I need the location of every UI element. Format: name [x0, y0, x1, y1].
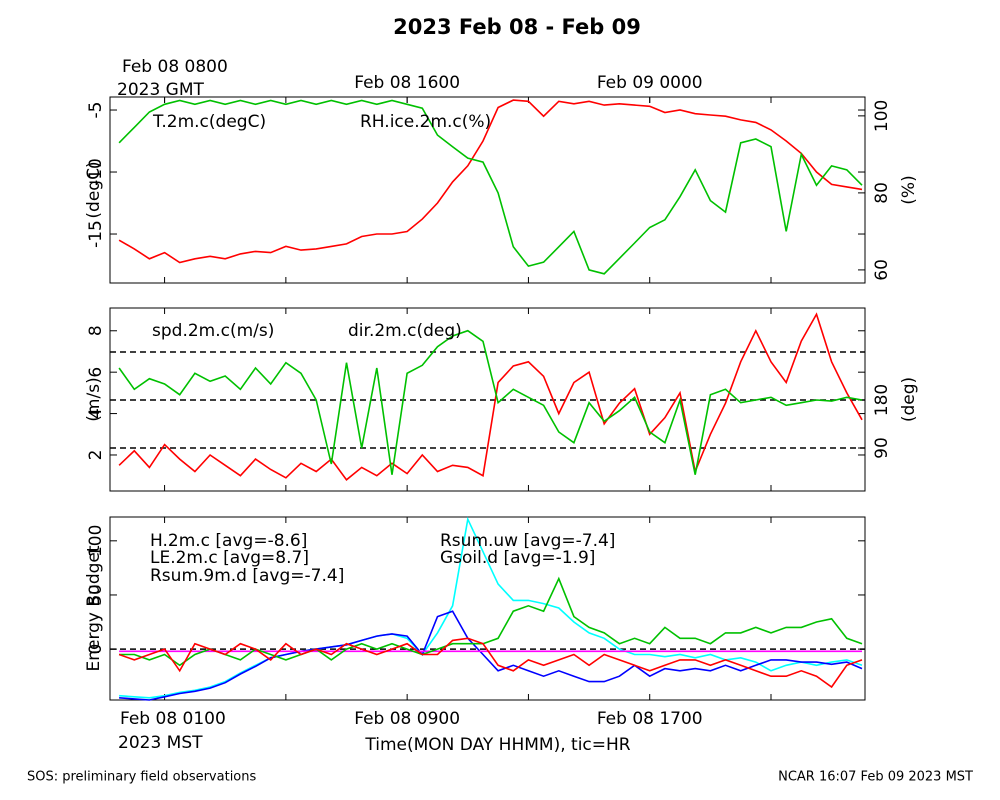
legend-entry: Gsoil.d [avg=-1.9]	[440, 548, 595, 568]
series-line	[119, 576, 863, 667]
y-tick-label: -10	[86, 158, 106, 186]
y2-tick-label: 100	[872, 100, 892, 132]
y-tick-label: 50	[86, 584, 106, 606]
x-tick-label: Feb 08 1700	[597, 709, 703, 729]
series-line	[119, 610, 863, 701]
x-tick-label: Feb 08 0900	[354, 709, 460, 729]
y2-tick-label: 60	[872, 259, 892, 281]
legend-entry: H.2m.c [avg=-8.6]	[150, 531, 307, 551]
x-axis-label: Time(MON DAY HHMM), tic=HR	[364, 735, 630, 755]
x2-tick-label: Feb 08 1600	[354, 73, 460, 93]
y-tick-label: 2	[86, 450, 106, 461]
legend-entry: RH.ice.2m.c(%)	[360, 112, 491, 132]
plot-frame	[109, 96, 866, 284]
y-tick-label: -5	[86, 102, 106, 119]
x2-note: 2023 GMT	[117, 80, 205, 100]
series-line	[118, 329, 863, 475]
series-line	[119, 516, 863, 699]
chart-title: 2023 Feb 08 - Feb 09	[393, 15, 641, 39]
x2-tick-label: Feb 08 0800	[122, 57, 228, 77]
y2-tick-label: 180	[872, 384, 892, 416]
y-tick-label: 0	[86, 644, 106, 655]
legend-entry: T.2m.c(degC)	[152, 112, 266, 132]
footer-left: SOS: preliminary field observations	[27, 770, 256, 785]
y-tick-label: 6	[86, 367, 106, 378]
y-tick-label: 4	[86, 408, 106, 419]
series-line	[118, 99, 863, 264]
y-tick-label: -15	[86, 220, 106, 248]
legend-entry: dir.2m.c(deg)	[348, 321, 462, 341]
x-tick-label: Feb 08 0100	[120, 709, 226, 729]
y2-axis-label: (deg)	[899, 377, 919, 422]
y2-axis-label: (%)	[899, 175, 919, 204]
legend-entry: Rsum.uw [avg=-7.4]	[440, 531, 615, 551]
x2-tick-label: Feb 09 0000	[597, 73, 703, 93]
y-axis-label: (m/s)	[84, 377, 104, 421]
y-tick-label: 100	[86, 525, 106, 557]
legend-entry: LE.2m.c [avg=8.7]	[150, 548, 309, 568]
y2-tick-label: 80	[872, 182, 892, 204]
footer-right: NCAR 16:07 Feb 09 2023 MST	[778, 770, 973, 785]
y-tick-label: 8	[86, 325, 106, 336]
y-axis-label: (degC)	[84, 161, 104, 218]
y2-tick-label: 90	[872, 437, 892, 459]
series-line	[118, 312, 863, 481]
series-line	[118, 637, 863, 689]
legend-entry: Rsum.9m.d [avg=-7.4]	[150, 566, 344, 586]
x-note: 2023 MST	[118, 733, 203, 753]
y-axis-label: Energy Budget	[84, 545, 104, 671]
legend-entry: spd.2m.c(m/s)	[152, 321, 274, 341]
series-line	[118, 99, 863, 275]
plot-frame	[109, 516, 866, 701]
